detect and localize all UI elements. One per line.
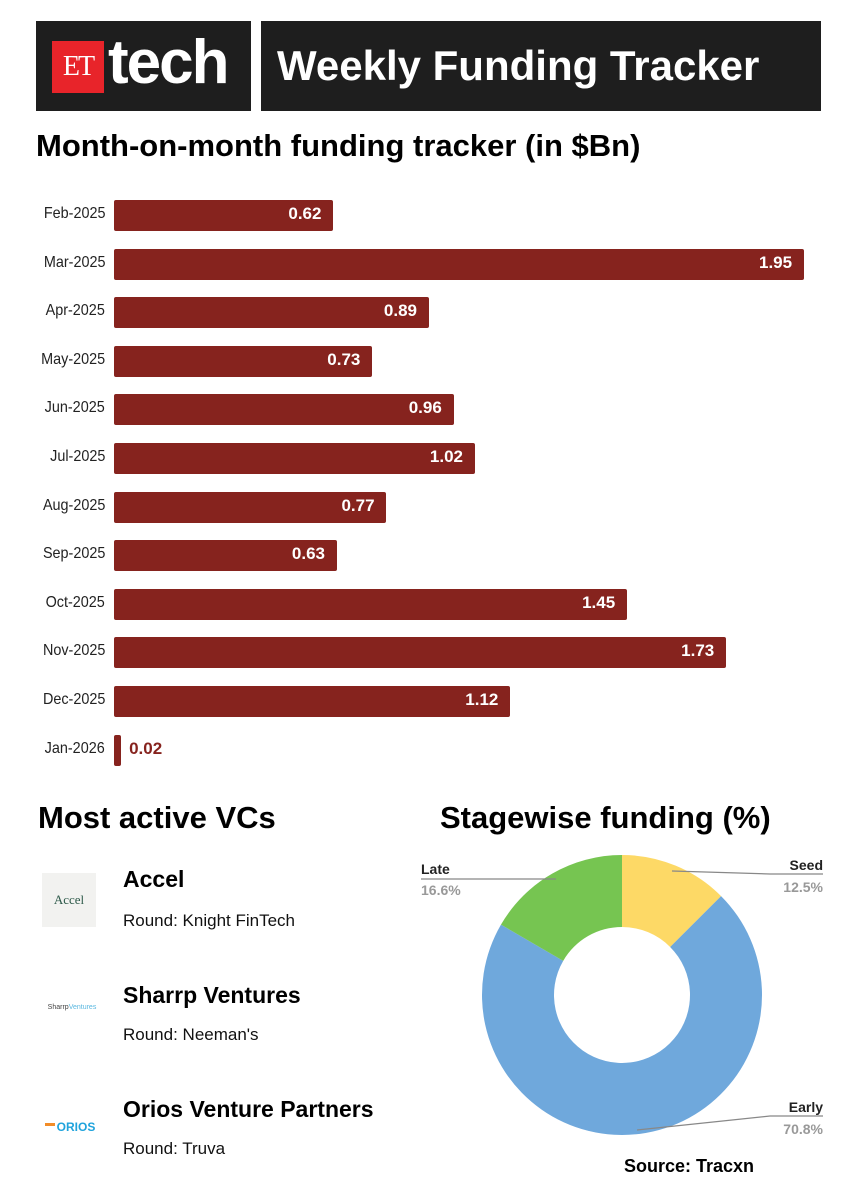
- bar: [114, 734, 122, 766]
- accel-logo-text: Accel: [53, 892, 85, 907]
- bar: [114, 443, 475, 474]
- vc-round: Round: Knight FinTech: [123, 911, 295, 930]
- bar-category-label: Dec-2025: [42, 691, 105, 708]
- et-logo-mark: ET: [52, 41, 104, 93]
- late-label: Late: [421, 861, 450, 877]
- bar-category-label: Aug-2025: [42, 496, 105, 514]
- bar-value-label: 0.89: [383, 301, 418, 321]
- bar-value-label: 1.45: [582, 592, 616, 612]
- bar-category-label: Feb-2025: [43, 205, 105, 222]
- bar-category-label: May-2025: [40, 350, 105, 368]
- vc-name: Orios Venture Partners: [123, 1096, 374, 1122]
- donut-slice-early: [482, 896, 763, 1135]
- source-note: Source: Tracxn: [624, 1156, 755, 1176]
- bar: [114, 297, 429, 329]
- donut-chart-title: Stagewise funding (%): [440, 800, 771, 835]
- bar-value-label: 1.02: [429, 447, 464, 466]
- vc-round: Round: Neeman's: [123, 1025, 259, 1044]
- bar-value-label: 0.73: [327, 349, 361, 369]
- bar-value-label: 1.73: [681, 641, 715, 661]
- early-pct: 70.8%: [783, 1121, 823, 1137]
- bar-category-label: Nov-2025: [42, 642, 105, 660]
- bar: [114, 394, 454, 426]
- seed-pct: 12.5%: [783, 879, 823, 895]
- seed-label: Seed: [789, 857, 823, 873]
- bar-category-label: Mar-2025: [43, 253, 105, 271]
- early-label: Early: [788, 1099, 823, 1115]
- bar: [114, 588, 628, 620]
- bar-category-label: Jan-2026: [44, 739, 105, 757]
- leader-line: [671, 870, 823, 875]
- bar-category-label: Sep-2025: [42, 545, 105, 563]
- bar-value-label: 1.95: [759, 252, 793, 272]
- bar-value-label: 1.12: [465, 690, 499, 709]
- vc-name: Sharrp Ventures: [123, 982, 301, 1008]
- bar: [114, 345, 373, 377]
- bar: [114, 686, 511, 717]
- bar-value-label: 0.77: [341, 495, 375, 515]
- bar-category-label: Oct-2025: [45, 593, 105, 611]
- bar: [114, 540, 337, 572]
- bar-category-label: Jul-2025: [49, 448, 105, 465]
- page-title: Weekly Funding Tracker: [261, 21, 821, 111]
- bar-value-label: 0.62: [288, 204, 322, 223]
- leader-line: [636, 1115, 823, 1131]
- bar-category-label: Apr-2025: [45, 302, 105, 320]
- bar: [114, 637, 727, 669]
- bar-category-label: Jun-2025: [44, 399, 105, 417]
- donut-slice-seed: [622, 855, 722, 947]
- bar-chart-title: Month-on-month funding tracker (in $Bn): [36, 128, 641, 163]
- accel-logo: Accel: [42, 873, 96, 927]
- donut-slice-late: [500, 855, 622, 961]
- tech-logo-text: tech: [108, 28, 229, 97]
- orios-logo-text: ORIOS: [56, 1120, 96, 1134]
- vc-round: Round: Truva: [123, 1139, 226, 1158]
- bar-value-label: 0.63: [291, 544, 326, 564]
- vc-name: Accel: [123, 866, 185, 892]
- sharrp-logo: Sharrp Ventures: [42, 980, 102, 1034]
- sharrp-logo-text: Sharrp: [47, 1003, 69, 1011]
- bar: [114, 491, 387, 523]
- bar-value-label: 0.96: [408, 398, 442, 418]
- late-pct: 16.6%: [421, 882, 461, 898]
- orios-logo: ORIOS: [42, 1100, 98, 1154]
- sharrp-logo-text2: Ventures: [68, 1003, 97, 1011]
- bar: [114, 200, 334, 231]
- bar: [114, 248, 804, 280]
- vcs-title: Most active VCs: [38, 800, 276, 835]
- bar-value-label: 0.02: [129, 738, 163, 758]
- ettech-logo: ET tech: [36, 21, 251, 111]
